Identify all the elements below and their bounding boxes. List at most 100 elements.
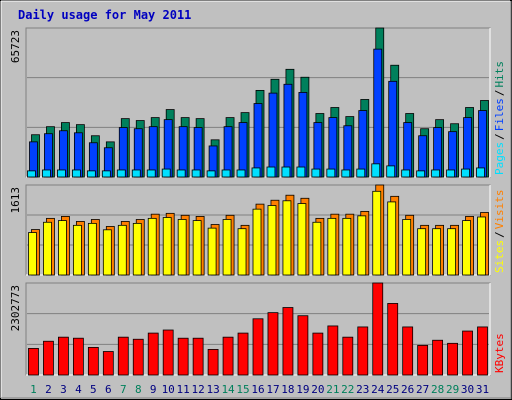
x-tick-label: 14 bbox=[221, 383, 235, 396]
bar bbox=[237, 332, 249, 376]
bar bbox=[267, 312, 279, 376]
bar bbox=[432, 339, 444, 376]
bar bbox=[102, 351, 114, 376]
legend-separator: / bbox=[493, 231, 506, 238]
legend-entry: Visits bbox=[493, 190, 506, 230]
x-tick-label: 19 bbox=[296, 383, 309, 396]
y-tick-label: 2302773 bbox=[9, 285, 22, 331]
bar bbox=[358, 110, 368, 178]
bar bbox=[476, 167, 485, 178]
bar bbox=[116, 169, 126, 178]
x-tick-label: 9 bbox=[150, 383, 157, 396]
bar bbox=[178, 126, 188, 178]
bar bbox=[446, 169, 455, 178]
bar bbox=[477, 216, 486, 276]
bar bbox=[341, 169, 351, 178]
x-tick-label: 31 bbox=[476, 383, 489, 396]
x-tick-label: 12 bbox=[192, 383, 205, 396]
bar bbox=[146, 169, 156, 178]
bar bbox=[236, 169, 246, 178]
bar bbox=[28, 232, 37, 276]
x-tick-label: 28 bbox=[431, 383, 444, 396]
bar bbox=[206, 170, 216, 178]
bar bbox=[162, 329, 174, 376]
bar bbox=[312, 332, 324, 376]
bar bbox=[71, 169, 81, 178]
bar bbox=[266, 166, 276, 178]
bar bbox=[387, 201, 397, 276]
bar bbox=[403, 122, 413, 178]
bar bbox=[268, 92, 278, 178]
bar bbox=[387, 303, 399, 376]
x-tick-label: 7 bbox=[120, 383, 127, 396]
legend-entry: KBytes bbox=[493, 333, 506, 373]
bar bbox=[163, 119, 173, 178]
x-tick-label: 26 bbox=[401, 383, 414, 396]
bar bbox=[282, 200, 292, 276]
x-tick-label: 4 bbox=[75, 383, 82, 396]
x-tick-label: 2 bbox=[45, 383, 52, 396]
bar bbox=[148, 126, 158, 178]
bar bbox=[311, 168, 321, 178]
bar bbox=[72, 337, 84, 376]
bar bbox=[447, 228, 456, 276]
x-tick-label: 10 bbox=[162, 383, 175, 396]
bar bbox=[463, 117, 472, 178]
bar bbox=[207, 349, 219, 376]
x-tick-label: 16 bbox=[251, 383, 264, 396]
bar bbox=[252, 208, 262, 276]
bar bbox=[386, 165, 396, 178]
bar bbox=[462, 330, 473, 376]
y-tick-label: 1613 bbox=[9, 187, 22, 214]
bar bbox=[372, 190, 382, 276]
bar bbox=[327, 217, 337, 276]
bar bbox=[27, 170, 36, 178]
x-tick-label: 15 bbox=[236, 383, 249, 396]
bar bbox=[176, 169, 186, 178]
bar bbox=[343, 125, 353, 178]
bar bbox=[388, 80, 398, 178]
bar bbox=[117, 336, 129, 376]
bar bbox=[87, 222, 97, 276]
bar bbox=[192, 337, 204, 376]
bar bbox=[222, 336, 234, 376]
bar bbox=[191, 169, 201, 178]
bar bbox=[86, 170, 96, 178]
bar bbox=[342, 217, 352, 276]
bar bbox=[312, 221, 322, 276]
x-tick-label: 1 bbox=[30, 383, 37, 396]
legend-entry: Hits bbox=[493, 61, 506, 88]
x-tick-label: 30 bbox=[461, 383, 474, 396]
bar bbox=[402, 219, 412, 276]
legend: KBytes bbox=[493, 333, 506, 373]
bar bbox=[462, 220, 471, 276]
chart-title: Daily usage for May 2011 bbox=[18, 8, 191, 22]
bar bbox=[402, 326, 414, 376]
x-tick-label: 17 bbox=[266, 383, 279, 396]
bar bbox=[416, 170, 426, 178]
bar bbox=[177, 219, 187, 276]
bar bbox=[251, 167, 261, 178]
bar bbox=[221, 169, 231, 178]
bar bbox=[223, 126, 233, 178]
bar bbox=[72, 224, 82, 276]
bar bbox=[356, 168, 366, 178]
bar bbox=[327, 325, 339, 376]
x-tick-label: 22 bbox=[341, 383, 354, 396]
bar bbox=[43, 221, 52, 276]
x-tick-label: 25 bbox=[386, 383, 399, 396]
bar bbox=[207, 227, 217, 276]
bar bbox=[283, 83, 293, 178]
legend-entry: Pages bbox=[493, 142, 506, 175]
bar bbox=[147, 332, 159, 376]
x-tick-label: 6 bbox=[105, 383, 112, 396]
x-tick-label: 20 bbox=[311, 383, 324, 396]
bar bbox=[101, 170, 111, 178]
bar bbox=[58, 336, 69, 376]
legend: Sites /Visits bbox=[493, 190, 506, 274]
x-tick-label: 29 bbox=[446, 383, 459, 396]
bar bbox=[297, 315, 309, 376]
bar bbox=[373, 48, 383, 178]
y-tick-label: 65723 bbox=[9, 30, 22, 63]
bar bbox=[328, 117, 338, 178]
